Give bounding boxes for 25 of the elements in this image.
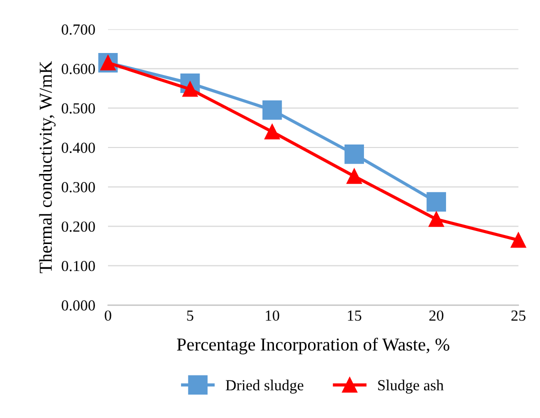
y-tick-label: 0.200 (62, 221, 95, 232)
y-tick-label: 0.100 (62, 260, 95, 272)
x-axis-title: Percentage Incorporation of Waste, % (176, 338, 450, 354)
x-tick-label: 0 (104, 310, 112, 321)
x-tick-label: 25 (511, 310, 526, 321)
point (344, 144, 364, 164)
y-tick-label: 0.700 (62, 24, 95, 35)
y-tick-label: 0.300 (62, 182, 95, 192)
legend-label: Dried sludge (226, 380, 304, 394)
point (264, 124, 280, 140)
y-tick-label: 0.600 (62, 64, 95, 74)
y-axis-title: Thermal conductivity, W/mK (39, 61, 56, 274)
x-tick-label: 20 (429, 310, 444, 321)
y-tick-label: 0.000 (62, 300, 95, 311)
point (428, 212, 444, 227)
y-tick-label: 0.500 (62, 103, 95, 114)
y-tick-label: 0.400 (62, 142, 95, 154)
legend-label: Sludge ash (378, 380, 444, 394)
point (262, 100, 282, 120)
x-tick-label: 5 (187, 310, 194, 321)
x-tick-label: 15 (348, 310, 362, 321)
point (510, 232, 526, 248)
point (426, 192, 446, 212)
x-tick-label: 10 (266, 310, 280, 321)
point (346, 168, 362, 184)
